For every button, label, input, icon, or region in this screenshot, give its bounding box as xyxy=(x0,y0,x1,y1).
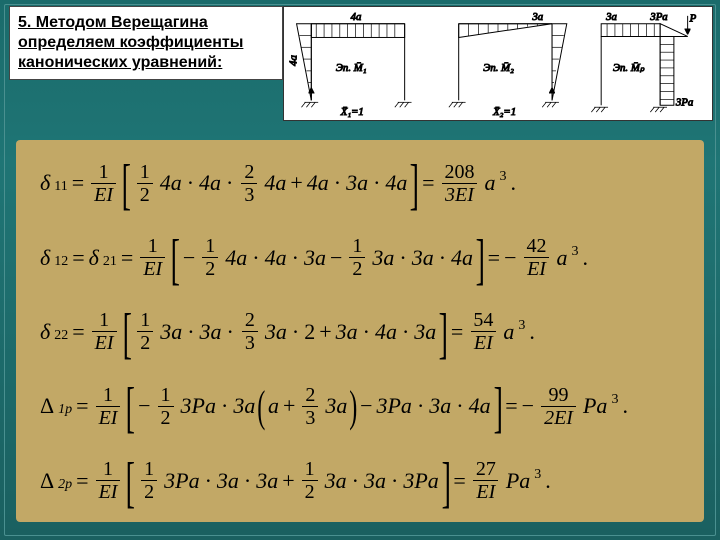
diag3-br: 3Pa xyxy=(675,96,693,108)
diag3-label: Эп. M̄ₚ xyxy=(613,62,645,74)
diag2-label: Эп. M̄₂ xyxy=(483,62,514,74)
diagrams-panel: 4a 4a Эп. M̄₁ X̄₁=1 xyxy=(283,6,713,121)
eq-D2p: Δ2p = 1EI [ 12 3Pa·3a·3a + 12 3a·3a·3Pa … xyxy=(40,459,686,502)
diag3-topl: 3a xyxy=(605,11,617,23)
diag1-top: 4a xyxy=(351,11,362,23)
diag3-force: P xyxy=(689,13,697,25)
diag1-label: Эп. M̄₁ xyxy=(336,62,367,74)
formula-panel: δ11 = 1EI [ 12 4a·4a· 23 4a + 4a·3a·4a ]… xyxy=(16,140,704,522)
eq-d22: δ22 = 1EI [ 12 3a·3a· 23 3a·2 + 3a·4a·3a… xyxy=(40,310,686,353)
title-card: 5. Методом Верещагина определяем коэффиц… xyxy=(9,6,283,80)
title-text: 5. Методом Верещагина определяем коэффиц… xyxy=(18,13,274,73)
diagrams-svg: 4a 4a Эп. M̄₁ X̄₁=1 xyxy=(284,7,712,120)
diag2-bottom: X̄₂=1 xyxy=(492,106,516,118)
eq-d11: δ11 = 1EI [ 12 4a·4a· 23 4a + 4a·3a·4a ]… xyxy=(40,162,686,205)
diag1-leftdim: 4a xyxy=(288,55,300,66)
diag1-bottom: X̄₁=1 xyxy=(340,106,364,118)
diag2-top: 3a xyxy=(531,11,543,23)
eq-d12: δ12 = δ21 = 1EI [ − 12 4a·4a·3a − 12 3a·… xyxy=(40,236,686,279)
diag3-topr: 3Pa xyxy=(649,11,667,23)
eq-D1p: Δ1p = 1EI [ − 12 3Pa·3a ( a + 23 3a ) − … xyxy=(40,385,686,428)
